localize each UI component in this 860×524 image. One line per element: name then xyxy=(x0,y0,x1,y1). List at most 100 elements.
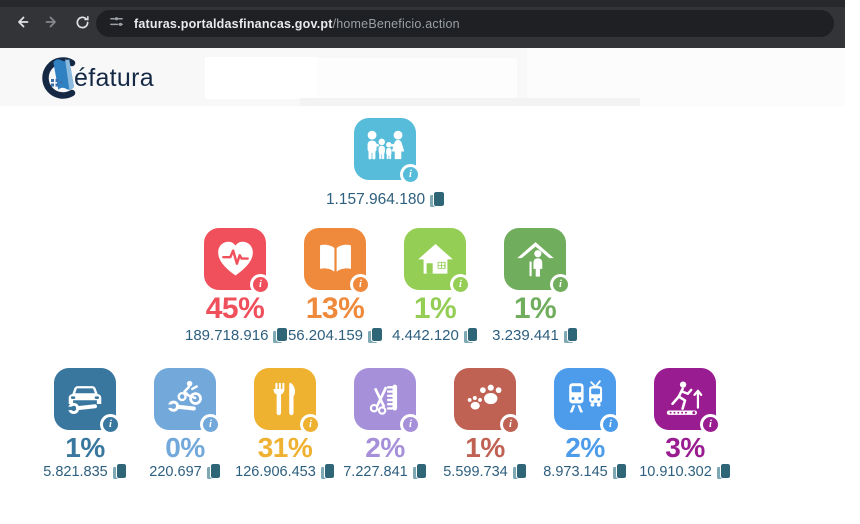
category-amount: 220.697 xyxy=(149,463,222,480)
category-percent: 2% xyxy=(565,432,605,463)
category-tile[interactable]: i xyxy=(54,368,121,435)
category-amount-value: 5.599.734 xyxy=(443,464,508,480)
category-amount: 5.599.734 xyxy=(443,463,528,480)
deduction-row-sectors: i 1% 5.821.835 i 0% 220.697 xyxy=(0,368,770,481)
category-tile[interactable]: i xyxy=(354,368,421,435)
info-icon[interactable]: i xyxy=(250,274,271,295)
header-placeholder xyxy=(317,58,517,98)
category-amount-value: 189.718.916 xyxy=(185,327,269,344)
category-percent: 1% xyxy=(413,292,457,325)
category-percent: 3% xyxy=(665,432,705,463)
category-tile[interactable]: i xyxy=(304,228,371,295)
receipt-icon[interactable] xyxy=(206,463,222,480)
category-percent: 13% xyxy=(305,292,365,325)
efatura-logo[interactable]: éfatura xyxy=(34,53,154,103)
category-tile[interactable]: i xyxy=(254,368,321,435)
receipt-icon[interactable] xyxy=(368,326,383,344)
nursing-home-icon xyxy=(516,241,554,277)
category-amount: 7.227.841 xyxy=(343,463,428,480)
url-text: faturas.portaldasfinancas.gov.pt/homeBen… xyxy=(134,16,460,31)
category-amount-value: 56.204.159 xyxy=(287,327,364,344)
category-general-family-expenses: i 1.157.964.180 xyxy=(285,118,485,209)
category-amount: 126.906.453 xyxy=(235,463,336,480)
category-veterinary: i 1% 5.599.734 xyxy=(435,368,535,481)
category-amount: 4.442.120 xyxy=(392,326,479,344)
header-placeholder xyxy=(527,48,845,106)
site-settings-icon[interactable] xyxy=(109,14,124,34)
category-amount: 10.910.302 xyxy=(639,463,732,480)
info-icon[interactable]: i xyxy=(600,414,621,435)
category-tile[interactable]: i xyxy=(554,368,621,435)
education-book-icon xyxy=(319,244,351,272)
family-icon xyxy=(367,130,405,160)
info-icon[interactable]: i xyxy=(450,274,471,295)
category-amount-value: 4.442.120 xyxy=(392,327,459,344)
category-tile[interactable]: i xyxy=(154,368,221,435)
receipt-icon[interactable] xyxy=(112,463,128,480)
receipt-icon[interactable] xyxy=(412,463,428,480)
health-heart-icon xyxy=(217,241,253,275)
info-icon[interactable]: i xyxy=(400,164,421,185)
category-amount-value: 3.239.441 xyxy=(492,327,559,344)
back-icon[interactable] xyxy=(10,10,34,34)
category-percent: 1% xyxy=(513,292,557,325)
reload-icon[interactable] xyxy=(70,10,94,34)
motorcycle-repair-icon xyxy=(166,380,202,412)
info-icon[interactable]: i xyxy=(550,274,571,295)
category-health: i 45% 189.718.916 xyxy=(185,228,288,345)
header-placeholder xyxy=(205,57,317,99)
category-amount-value: 5.821.835 xyxy=(43,464,108,480)
category-amount: 3.239.441 xyxy=(492,326,579,344)
category-car-repair: i 1% 5.821.835 xyxy=(35,368,135,481)
forward-icon[interactable] xyxy=(40,10,64,34)
category-tile[interactable]: i xyxy=(404,228,471,295)
info-icon[interactable]: i xyxy=(100,414,121,435)
public-transport-icon xyxy=(569,380,603,413)
info-icon[interactable]: i xyxy=(700,414,721,435)
info-icon[interactable]: i xyxy=(400,414,421,435)
receipt-icon[interactable] xyxy=(463,326,479,344)
info-icon[interactable]: i xyxy=(200,414,221,435)
receipt-icon[interactable] xyxy=(320,463,336,480)
receipt-icon[interactable] xyxy=(430,191,445,208)
receipt-icon[interactable] xyxy=(716,463,732,480)
category-tile[interactable]: i xyxy=(454,368,521,435)
category-percent: 1% xyxy=(465,432,505,463)
category-percent: 1% xyxy=(65,432,105,463)
house-icon xyxy=(417,243,453,274)
category-restaurants-hotels: i 31% 126.906.453 xyxy=(235,368,336,481)
browser-toolbar: faturas.portaldasfinancas.gov.pt/homeBen… xyxy=(0,0,845,48)
category-nursing-homes: i 1% 3.239.441 xyxy=(485,228,585,345)
category-amount: 56.204.159 xyxy=(287,326,383,344)
category-tile[interactable]: i xyxy=(354,118,421,185)
receipt-icon[interactable] xyxy=(563,326,579,344)
category-gyms: i 3% 10.910.302 xyxy=(635,368,735,481)
info-icon[interactable]: i xyxy=(350,274,371,295)
info-icon[interactable]: i xyxy=(500,414,521,435)
deduction-row-main: i 45% 189.718.916 i 13% 56.204.159 xyxy=(0,228,770,345)
address-bar[interactable]: faturas.portaldasfinancas.gov.pt/homeBen… xyxy=(96,10,834,37)
veterinary-paw-icon xyxy=(467,384,502,410)
category-percent: 0% xyxy=(165,432,205,463)
category-hairdressers: i 2% 7.227.841 xyxy=(335,368,435,481)
site-header: éfatura xyxy=(0,48,845,106)
receipt-icon[interactable] xyxy=(273,326,288,344)
info-icon[interactable]: i xyxy=(300,414,321,435)
category-tile[interactable]: i xyxy=(654,368,721,435)
category-tile[interactable]: i xyxy=(204,228,271,295)
category-percent: 31% xyxy=(257,432,313,463)
receipt-icon[interactable] xyxy=(612,463,628,480)
category-tile[interactable]: i xyxy=(504,228,571,295)
category-amount-value: 220.697 xyxy=(149,464,202,480)
category-total: 1.157.964.180 xyxy=(325,191,445,209)
receipt-icon[interactable] xyxy=(512,463,528,480)
car-repair-icon xyxy=(67,386,102,414)
efatura-logo-icon xyxy=(42,57,76,99)
efatura-logo-text: éfatura xyxy=(74,63,154,92)
category-amount-value: 7.227.841 xyxy=(343,464,408,480)
restaurant-icon xyxy=(273,382,296,416)
category-amount-value: 10.910.302 xyxy=(639,464,712,480)
category-amount: 5.821.835 xyxy=(43,463,128,480)
category-motorcycle-repair: i 0% 220.697 xyxy=(135,368,235,481)
category-total-value: 1.157.964.180 xyxy=(325,191,426,208)
